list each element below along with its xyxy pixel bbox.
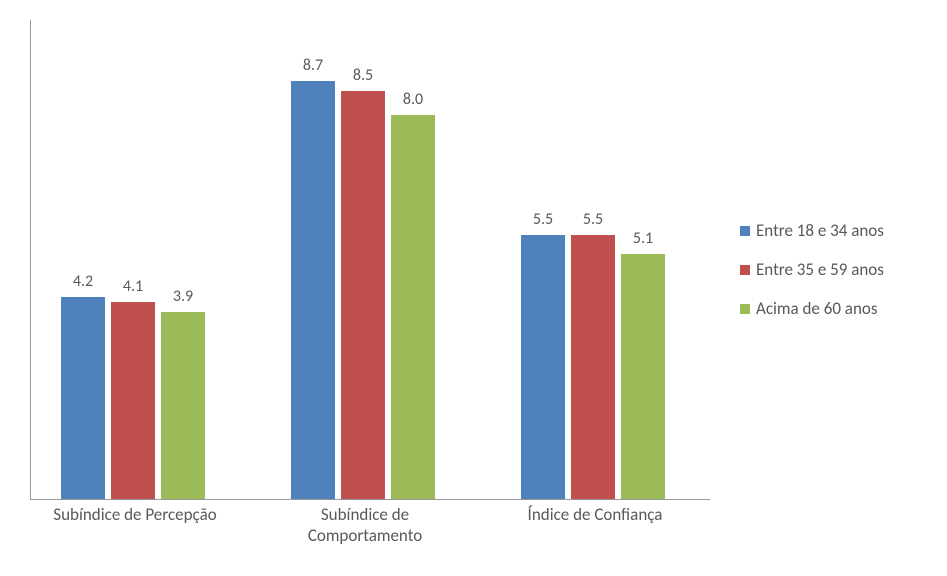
bar-series-2: 8.0 [391, 115, 435, 499]
bar-series-1: 5.5 [571, 235, 615, 499]
legend-item: Acima de 60 anos [740, 298, 884, 319]
bar-group: 4.2 4.1 3.9 [61, 20, 211, 499]
plot-area: 4.2 4.1 3.9 8.7 8.5 8.0 5.5 [30, 20, 710, 500]
legend-swatch [740, 226, 750, 236]
legend-label: Acima de 60 anos [756, 298, 878, 319]
bar-group: 8.7 8.5 8.0 [291, 20, 441, 499]
bar-value-label: 8.7 [303, 56, 323, 75]
legend-swatch [740, 304, 750, 314]
legend-label: Entre 18 e 34 anos [756, 220, 884, 241]
bar-value-label: 5.5 [583, 210, 603, 229]
x-axis-label: Índice de Confiança [490, 504, 700, 525]
bar-value-label: 3.9 [173, 287, 193, 306]
bar-chart: 4.2 4.1 3.9 8.7 8.5 8.0 5.5 [0, 0, 947, 576]
bar-series-0: 4.2 [61, 297, 105, 499]
legend: Entre 18 e 34 anos Entre 35 e 59 anos Ac… [740, 220, 884, 337]
legend-swatch [740, 265, 750, 275]
bar-value-label: 8.5 [353, 66, 373, 85]
bar-group: 5.5 5.5 5.1 [521, 20, 671, 499]
bar-value-label: 5.1 [633, 229, 653, 248]
bar-value-label: 4.1 [123, 277, 143, 296]
bar-series-0: 8.7 [291, 81, 335, 499]
bar-value-label: 5.5 [533, 210, 553, 229]
bar-series-2: 5.1 [621, 254, 665, 499]
legend-label: Entre 35 e 59 anos [756, 259, 884, 280]
bar-series-0: 5.5 [521, 235, 565, 499]
bar-series-1: 4.1 [111, 302, 155, 499]
legend-item: Entre 18 e 34 anos [740, 220, 884, 241]
bar-value-label: 8.0 [403, 90, 423, 109]
bar-series-2: 3.9 [161, 312, 205, 499]
legend-item: Entre 35 e 59 anos [740, 259, 884, 280]
x-axis-label: Subíndice de Percepção [30, 504, 240, 525]
bar-value-label: 4.2 [73, 272, 93, 291]
bar-series-1: 8.5 [341, 91, 385, 499]
x-axis-label: Subíndice de Comportamento [260, 504, 470, 547]
